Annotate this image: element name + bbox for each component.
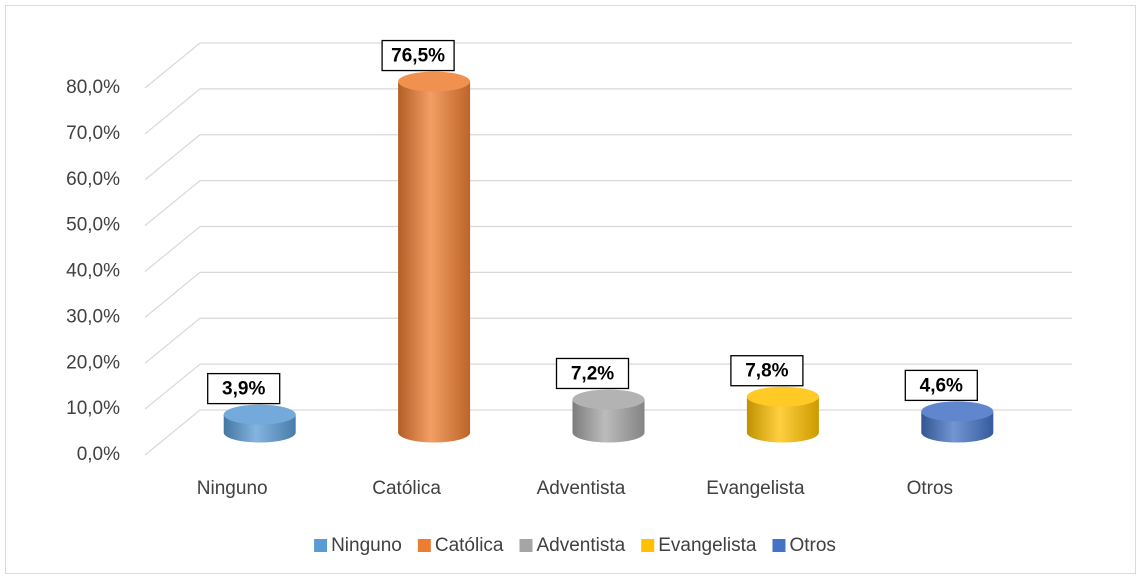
y-tick-label: 0,0%	[77, 444, 120, 465]
legend-label: Otros	[789, 535, 835, 556]
grid-line	[144, 134, 1072, 181]
grid-line	[144, 271, 1072, 318]
legend-swatch	[314, 539, 328, 552]
grid-line	[144, 317, 1072, 364]
x-tick-label: Ninguno	[197, 478, 268, 499]
value-label-box	[555, 357, 630, 390]
value-label-box	[207, 372, 281, 405]
y-tick-label: 10,0%	[66, 398, 120, 419]
bar-cap	[921, 401, 994, 422]
y-tick-label: 30,0%	[66, 306, 120, 327]
bar-cap	[746, 386, 819, 407]
x-tick-label: Otros	[907, 478, 953, 499]
grid-line	[144, 88, 1072, 135]
bar	[746, 396, 819, 443]
y-tick-label: 20,0%	[66, 352, 120, 373]
bar	[398, 81, 471, 443]
chart-border	[5, 5, 1136, 574]
value-label-box	[904, 369, 978, 402]
value-label: 7,8%	[745, 361, 788, 382]
grid-line	[144, 225, 1072, 272]
y-tick-label: 70,0%	[66, 123, 120, 144]
x-tick-label: Evangelista	[706, 478, 805, 499]
y-tick-label: 60,0%	[66, 169, 120, 190]
legend-swatch	[417, 539, 431, 552]
legend-label: Evangelista	[658, 535, 757, 556]
y-tick-label: 40,0%	[66, 261, 120, 282]
legend-label: Adventista	[537, 535, 626, 556]
value-label: 4,6%	[920, 375, 963, 396]
y-tick-label: 80,0%	[66, 77, 120, 98]
legend-label: Ninguno	[331, 535, 402, 556]
value-label: 3,9%	[222, 379, 265, 400]
legend-swatch	[772, 539, 786, 552]
x-tick-label: Adventista	[537, 478, 626, 499]
value-label-box	[381, 39, 455, 72]
x-tick-label: Católica	[372, 478, 441, 499]
bar-cap	[223, 404, 296, 425]
value-label: 76,5%	[391, 46, 445, 67]
grid-line	[144, 42, 1072, 89]
bar	[572, 399, 645, 443]
y-tick-label: 50,0%	[66, 215, 120, 236]
legend-swatch	[519, 539, 533, 552]
value-label: 7,2%	[571, 363, 614, 384]
value-label-box	[730, 355, 804, 387]
grid-line	[144, 180, 1072, 227]
bar-cap	[572, 389, 645, 410]
legend-label: Católica	[435, 535, 504, 556]
legend-swatch	[641, 539, 655, 552]
bar-cap	[398, 71, 471, 92]
